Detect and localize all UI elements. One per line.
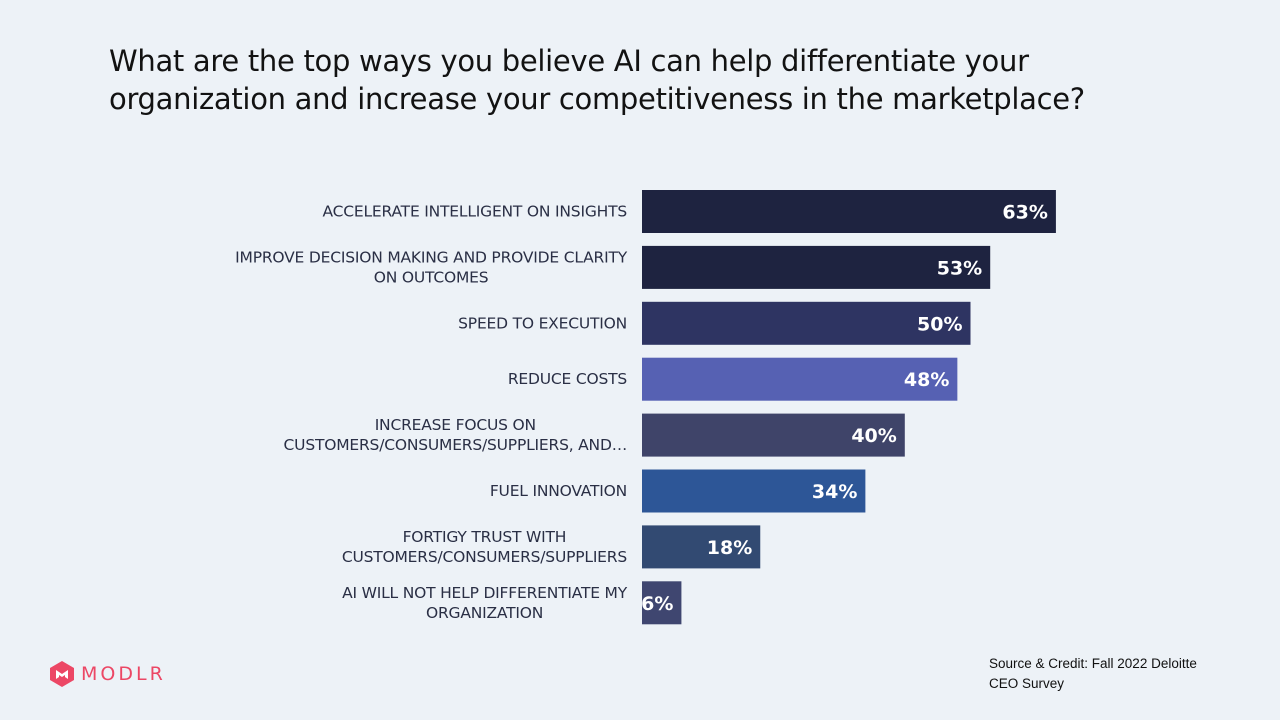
data-label-2: 53% (937, 257, 982, 279)
category-label-5-line-2: CUSTOMERS/CONSUMERS/SUPPLIERS, AND… (284, 436, 627, 454)
data-label-8: 6% (641, 593, 673, 615)
category-label-1-line-1: ACCELERATE INTELLIGENT ON INSIGHTS (323, 203, 627, 221)
chart-title-line-2: organization and increase your competiti… (109, 82, 1085, 116)
source-line-2: CEO Survey (989, 676, 1065, 691)
bar-5 (642, 413, 905, 457)
category-label-2-line-2: ON OUTCOMES (374, 268, 489, 286)
bar-7 (642, 525, 761, 569)
data-label-6: 34% (812, 481, 857, 503)
chart-title-line-1: What are the top ways you believe AI can… (109, 44, 1029, 78)
data-label-1: 63% (1002, 202, 1047, 224)
category-label-7-line-2: CUSTOMERS/CONSUMERS/SUPPLIERS (342, 548, 627, 566)
data-label-7: 18% (707, 537, 752, 559)
brand-name: MODLR (81, 663, 166, 685)
data-label-4: 48% (904, 369, 949, 391)
source-credit: Source & Credit: Fall 2022 Deloitte CEO … (989, 654, 1249, 694)
source-line-1: Source & Credit: Fall 2022 Deloitte (989, 656, 1197, 671)
bar-3 (642, 301, 971, 345)
bar-6 (642, 469, 866, 513)
category-label-8-line-1: AI WILL NOT HELP DIFFERENTIATE MY (342, 584, 628, 602)
bar-8 (642, 581, 682, 625)
category-label-4-line-1: REDUCE COSTS (508, 370, 627, 388)
bar-4 (642, 357, 958, 401)
category-label-3-line-1: SPEED TO EXECUTION (458, 314, 627, 332)
chart-title: What are the top ways you believe AI can… (109, 42, 1189, 118)
bar-2 (642, 245, 991, 289)
category-label-5-line-1: INCREASE FOCUS ON (375, 416, 536, 434)
category-label-6-line-1: FUEL INNOVATION (490, 482, 627, 500)
data-label-5: 40% (851, 425, 896, 447)
category-label-8-line-2: ORGANIZATION (426, 604, 543, 622)
category-label-7-line-1: FORTIGY TRUST WITH (403, 528, 567, 546)
category-label-2-line-1: IMPROVE DECISION MAKING AND PROVIDE CLAR… (235, 248, 628, 266)
bar-1 (642, 190, 1056, 233)
data-label-3: 50% (917, 313, 962, 335)
brand-logo: MODLR (49, 660, 166, 688)
modlr-logo-icon (50, 661, 74, 687)
